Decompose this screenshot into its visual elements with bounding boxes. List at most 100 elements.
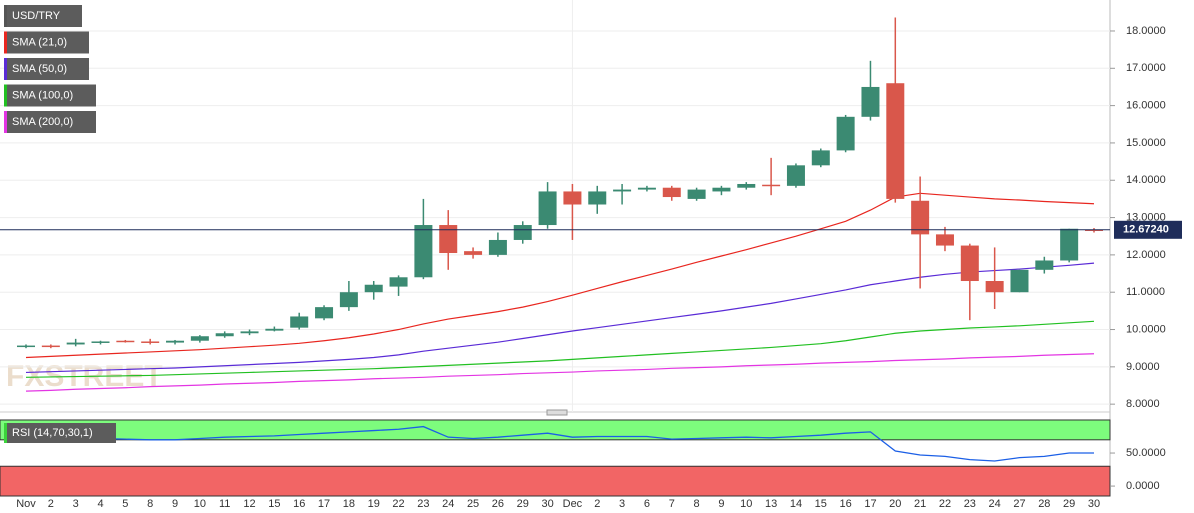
y-tick-label: 12.0000 bbox=[1126, 249, 1166, 261]
y-tick-label: 14.0000 bbox=[1126, 174, 1166, 186]
y-tick-label: 15.0000 bbox=[1126, 137, 1166, 149]
y-tick-label: 50.0000 bbox=[1126, 447, 1166, 459]
candle-body bbox=[911, 200, 930, 235]
legend-swatch bbox=[4, 5, 7, 27]
legend-box[interactable] bbox=[4, 84, 96, 107]
candle-body bbox=[762, 184, 781, 187]
x-tick-label: 18 bbox=[343, 498, 355, 510]
x-tick-label: Nov bbox=[16, 498, 36, 510]
x-tick-label: 20 bbox=[889, 498, 901, 510]
legend-label: SMA (100,0) bbox=[12, 89, 73, 101]
x-tick-label: 23 bbox=[417, 498, 429, 510]
candle-body bbox=[737, 183, 756, 188]
x-tick-label: 3 bbox=[619, 498, 625, 510]
x-tick-label: 9 bbox=[718, 498, 724, 510]
legend-box[interactable] bbox=[4, 58, 89, 80]
candle-body bbox=[364, 284, 383, 293]
candle-body bbox=[712, 187, 731, 192]
x-tick-label: 10 bbox=[740, 498, 752, 510]
candle-body bbox=[563, 191, 582, 205]
legend-label: USD/TRY bbox=[12, 10, 61, 22]
x-tick-label: 29 bbox=[1063, 498, 1075, 510]
sma-line bbox=[25, 320, 1095, 378]
legend-swatch bbox=[4, 423, 7, 443]
x-tick-label: 9 bbox=[172, 498, 178, 510]
y-tick-label: 13.0000 bbox=[1126, 211, 1166, 223]
x-tick-label: 26 bbox=[492, 498, 504, 510]
x-tick-label: 29 bbox=[517, 498, 529, 510]
x-tick-label: 8 bbox=[147, 498, 153, 510]
candle-body bbox=[66, 342, 85, 345]
pane-handle[interactable] bbox=[546, 409, 568, 416]
candle-body bbox=[811, 150, 830, 166]
y-tick-label: 17.0000 bbox=[1126, 62, 1166, 74]
candle-body bbox=[588, 191, 607, 205]
x-tick-label: 30 bbox=[1088, 498, 1100, 510]
y-tick-label: 10.0000 bbox=[1126, 323, 1166, 335]
candle-body bbox=[290, 316, 309, 328]
candle-body bbox=[240, 331, 259, 334]
legend-swatch bbox=[4, 111, 7, 133]
x-tick-label: 25 bbox=[467, 498, 479, 510]
legend-box[interactable] bbox=[4, 111, 96, 133]
legend-box[interactable] bbox=[4, 5, 82, 27]
oversold-band bbox=[0, 465, 1111, 497]
legend-box[interactable] bbox=[4, 31, 89, 54]
candle-body bbox=[613, 189, 632, 192]
x-tick-label: 24 bbox=[989, 498, 1001, 510]
x-tick-label: 15 bbox=[815, 498, 827, 510]
candle-body bbox=[1010, 269, 1029, 293]
candle-body bbox=[439, 225, 458, 254]
x-tick-label: 14 bbox=[790, 498, 802, 510]
y-tick-label: 8.0000 bbox=[1126, 398, 1160, 410]
candle-body bbox=[985, 281, 1004, 293]
y-tick-label: 18.0000 bbox=[1126, 25, 1166, 37]
x-tick-label: 19 bbox=[368, 498, 380, 510]
legend-swatch bbox=[4, 58, 7, 80]
candle-body bbox=[513, 225, 532, 240]
legend-label: SMA (200,0) bbox=[12, 116, 73, 128]
x-tick-label: 16 bbox=[840, 498, 852, 510]
candle-body bbox=[687, 189, 706, 199]
candle-body bbox=[215, 333, 234, 337]
x-tick-label: 11 bbox=[219, 498, 230, 510]
last-price-box bbox=[1114, 220, 1182, 239]
x-tick-label: 12 bbox=[243, 498, 255, 510]
x-tick-label: 16 bbox=[293, 498, 305, 510]
candle-body bbox=[141, 341, 160, 343]
x-tick-label: 7 bbox=[669, 498, 675, 510]
y-tick-label: 9.0000 bbox=[1126, 361, 1160, 373]
sma-line bbox=[25, 353, 1095, 392]
candle-body bbox=[662, 187, 681, 198]
legend-box[interactable] bbox=[4, 423, 116, 443]
candle-body bbox=[538, 191, 557, 226]
last-price-label: 12.67240 bbox=[1123, 224, 1169, 236]
legend-swatch bbox=[4, 84, 7, 107]
legend-label: SMA (21,0) bbox=[12, 36, 67, 48]
candle-body bbox=[861, 86, 880, 117]
rsi-line bbox=[25, 425, 1094, 462]
candle-body bbox=[389, 277, 408, 287]
candle-body bbox=[166, 340, 185, 343]
legend-label: SMA (50,0) bbox=[12, 63, 67, 75]
x-tick-label: 10 bbox=[194, 498, 206, 510]
y-tick-label: 16.0000 bbox=[1126, 100, 1166, 112]
candle-body bbox=[339, 292, 358, 308]
x-tick-label: 22 bbox=[939, 498, 951, 510]
candle-body bbox=[886, 83, 905, 199]
x-tick-label: 4 bbox=[97, 498, 103, 510]
candle-body bbox=[91, 341, 110, 343]
sma-line bbox=[25, 262, 1095, 374]
x-tick-label: 21 bbox=[914, 498, 926, 510]
candle-body bbox=[637, 187, 656, 190]
x-tick-label: 13 bbox=[765, 498, 777, 510]
sma-line bbox=[25, 192, 1095, 359]
overbought-band bbox=[0, 419, 1111, 441]
candle-body bbox=[935, 234, 954, 246]
candle-body bbox=[190, 336, 209, 341]
legend-swatch bbox=[4, 31, 7, 54]
x-tick-label: 2 bbox=[48, 498, 54, 510]
x-tick-label: 5 bbox=[122, 498, 128, 510]
x-tick-label: 8 bbox=[694, 498, 700, 510]
